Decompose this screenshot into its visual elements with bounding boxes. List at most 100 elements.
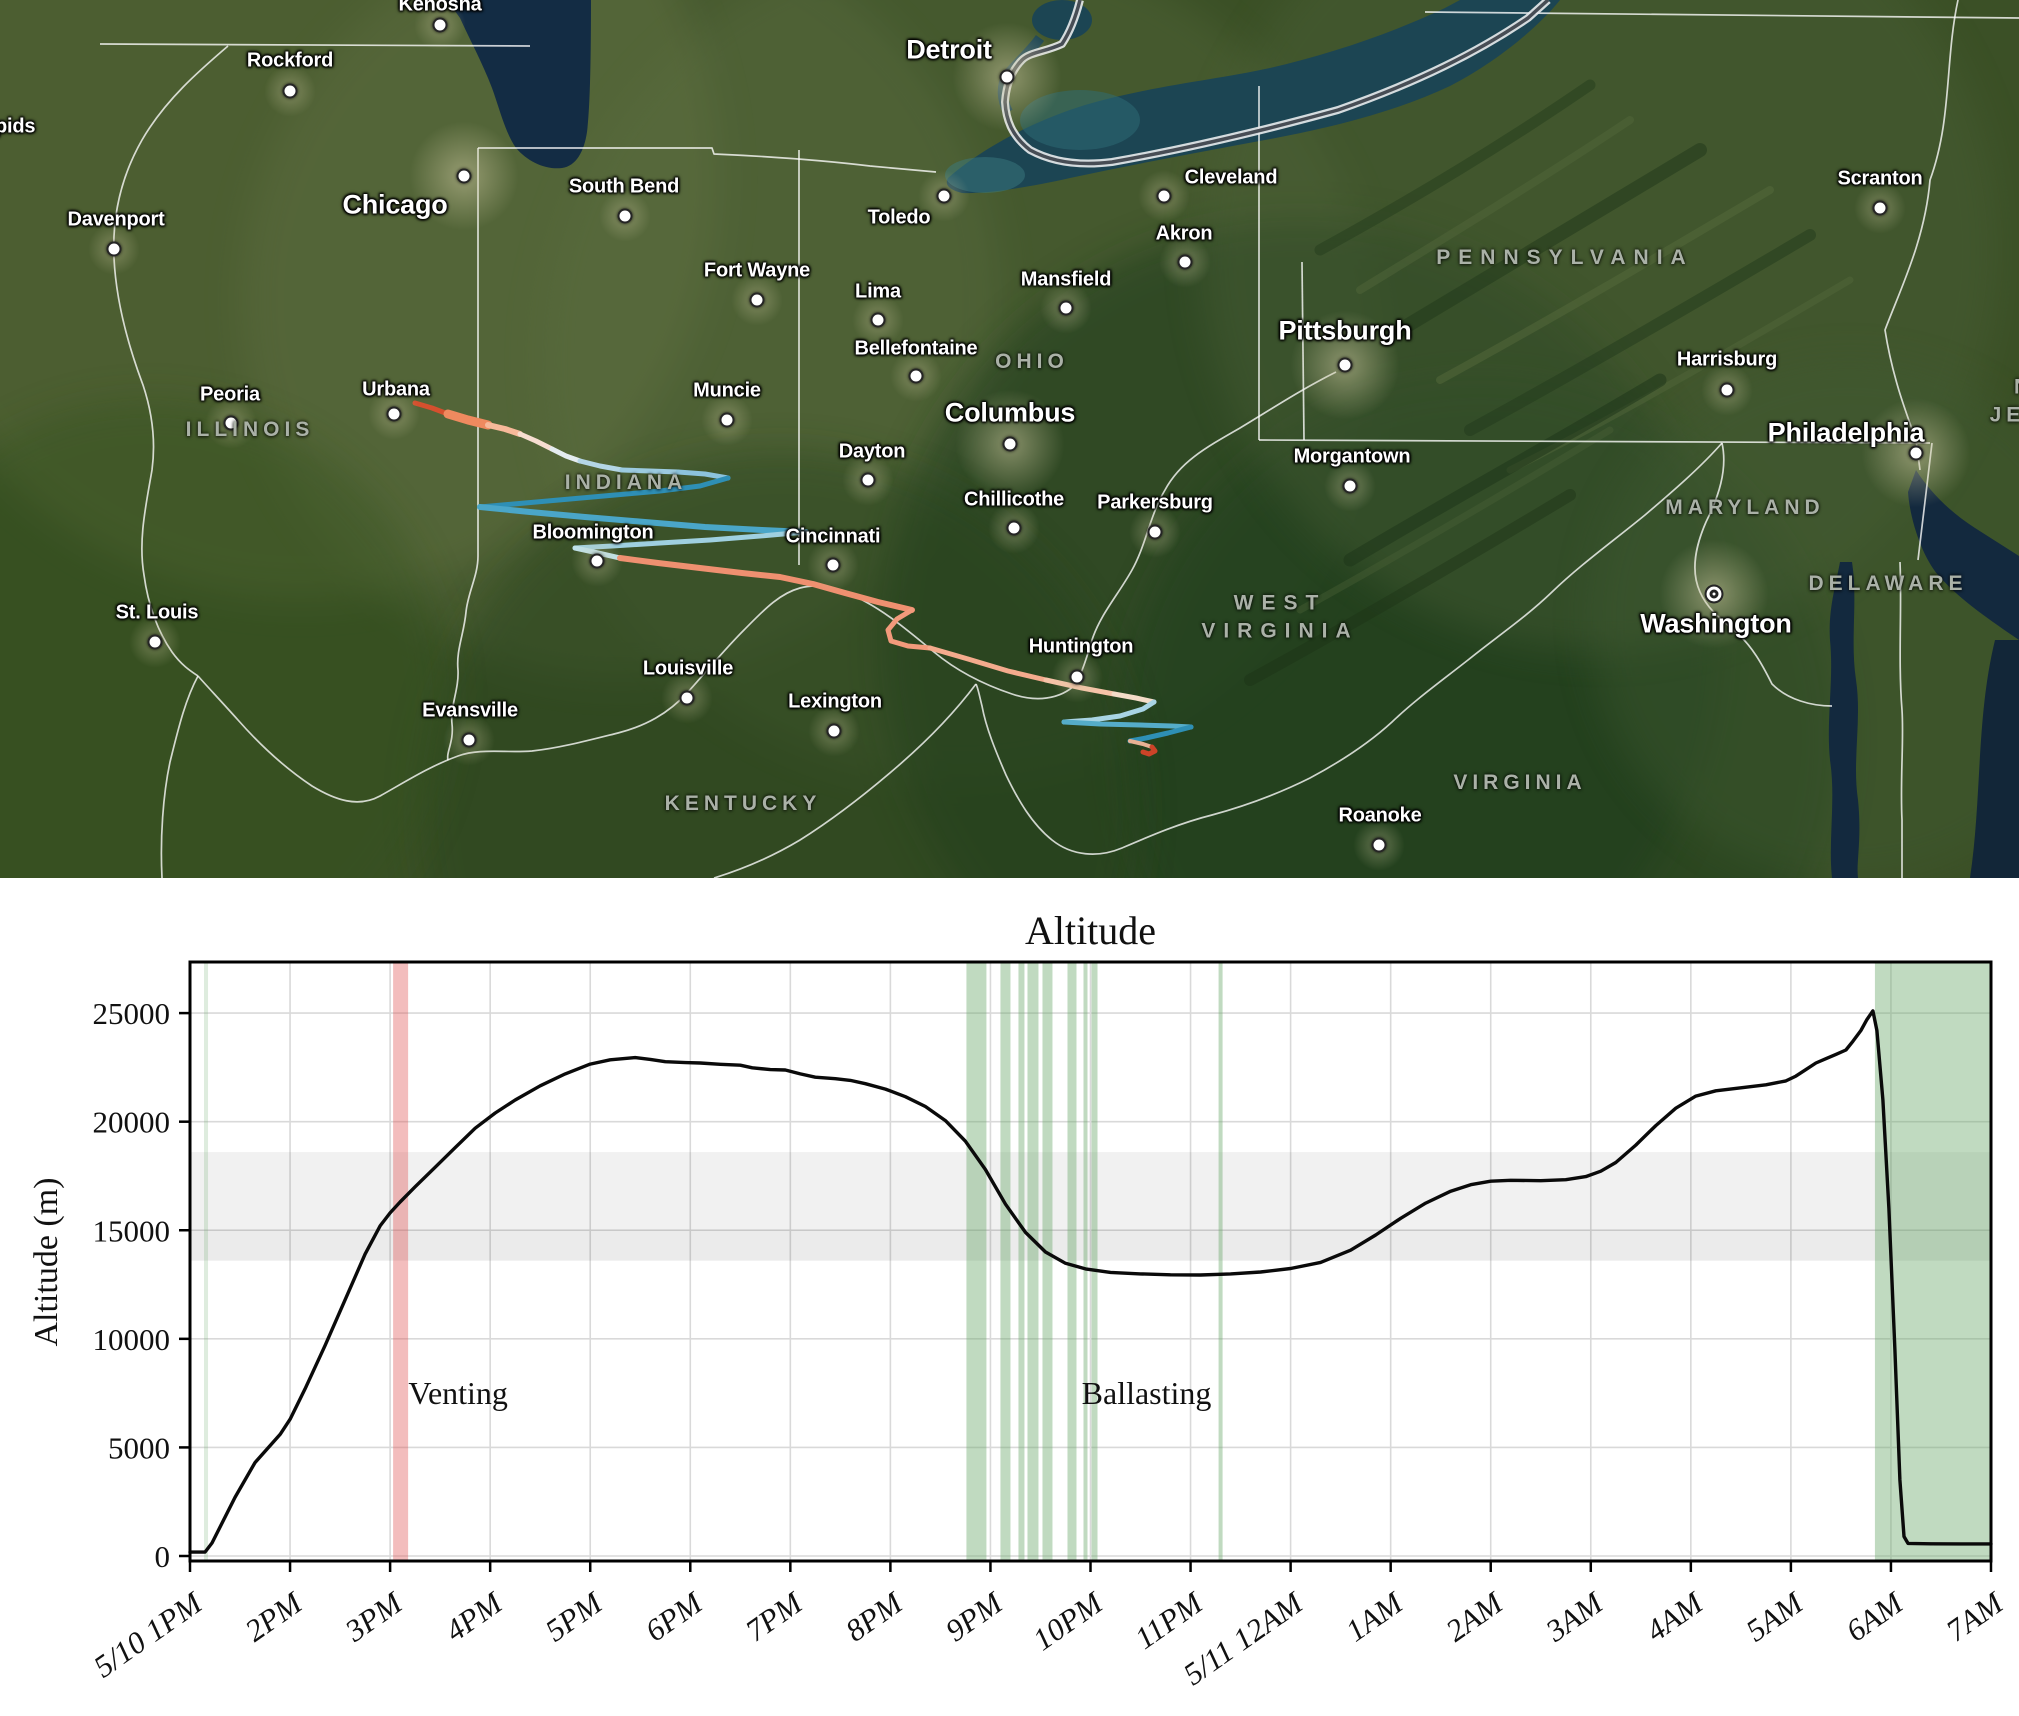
city-label: Mansfield: [1020, 268, 1112, 291]
x-tick-label: 8PM: [839, 1584, 910, 1648]
city-label: Kenosha: [398, 0, 482, 16]
city-label: Detroit: [906, 34, 992, 65]
city-label: Harrisburg: [1676, 348, 1778, 371]
city-marker[interactable]: [282, 83, 298, 99]
city-marker[interactable]: [1058, 300, 1074, 316]
flight-track-segment: [572, 545, 623, 561]
x-tick-label: 1AM: [1339, 1584, 1410, 1648]
chart-title: Altitude: [1025, 908, 1156, 953]
city-label: Urbana: [362, 378, 430, 401]
appalachian-ridges: [1244, 79, 1854, 686]
flight-track-segment: [885, 607, 933, 651]
city-label: Chicago: [342, 189, 448, 220]
ballasting-band: [1091, 962, 1098, 1561]
flight-track-segment: [1111, 691, 1157, 705]
city-marker[interactable]: [1069, 669, 1085, 685]
city-label: Scranton: [1837, 167, 1923, 190]
annotation-ballasting: Ballasting: [1082, 1375, 1212, 1411]
flight-track-segment: [1061, 719, 1194, 730]
city-label: Evansville: [422, 699, 518, 722]
lakes: [447, 0, 2019, 878]
city-marker[interactable]: [106, 241, 122, 257]
atlantic: [1970, 640, 2019, 878]
city-marker[interactable]: [1342, 478, 1358, 494]
city-marker[interactable]: [1719, 382, 1735, 398]
city-marker[interactable]: [1147, 524, 1163, 540]
y-axis-label: Altitude (m): [28, 1177, 65, 1346]
ballasting-band: [1874, 962, 1991, 1561]
satellite-map[interactable]: Kenosha Rockford Chicago South Bend Davenpor…: [0, 0, 2019, 878]
city-label: Toledo: [867, 206, 931, 229]
city-marker[interactable]: [617, 208, 633, 224]
event-band: [204, 962, 209, 1561]
city-label: Columbus: [944, 397, 1076, 428]
city-marker[interactable]: [1177, 254, 1193, 270]
delaware-bay: [1908, 470, 2019, 640]
city-marker[interactable]: [147, 634, 163, 650]
x-tick-label: 2PM: [239, 1584, 310, 1648]
city-label: Rockford: [246, 49, 334, 72]
city-marker[interactable]: [1337, 357, 1353, 373]
city-label: Parkersburg: [1097, 491, 1213, 514]
flight-track-segment: [675, 469, 731, 481]
lake-michigan: [447, 0, 591, 169]
state-label: DELAWARE: [1808, 571, 1968, 595]
state-label: OHIO: [995, 349, 1069, 373]
ballasting-band: [1018, 962, 1025, 1561]
city-marker[interactable]: [1872, 200, 1888, 216]
lake-st-clair: [1032, 0, 1092, 40]
city-marker[interactable]: [386, 406, 402, 422]
ballasting-band: [1027, 962, 1039, 1561]
city-label: Cedar Rapids: [0, 115, 36, 138]
city-marker[interactable]: [1002, 436, 1018, 452]
city-marker[interactable]: [679, 690, 695, 706]
chesapeake-bay: [1828, 562, 1860, 878]
flight-track: [412, 400, 1194, 757]
city-marker[interactable]: [860, 472, 876, 488]
x-tick-label: 4PM: [439, 1584, 510, 1648]
state-label: INDIANA: [564, 470, 688, 494]
city-marker[interactable]: [1908, 445, 1924, 461]
city-label: Louisville: [642, 657, 734, 680]
city-marker[interactable]: [719, 412, 735, 428]
altitude-chart: 5/10 1PM 2PM 3PM 4PM 5PM 6PM 7PM 8PM 9PM 10PM 11PM…: [28, 908, 2011, 1692]
city-marker[interactable]: [936, 188, 952, 204]
city-marker[interactable]: [589, 553, 605, 569]
city-marker[interactable]: [1371, 837, 1387, 853]
city-marker[interactable]: [908, 368, 924, 384]
ballasting-band: [1000, 962, 1011, 1561]
flight-track-segment: [443, 409, 493, 430]
city-marker[interactable]: [826, 723, 842, 739]
y-tick-label: 20000: [93, 1105, 171, 1140]
city-marker[interactable]: [1156, 188, 1172, 204]
city-label: Morgantown: [1293, 445, 1411, 468]
city-marker[interactable]: [461, 732, 477, 748]
city-marker[interactable]: [1006, 520, 1022, 536]
city-marker[interactable]: [432, 17, 448, 33]
flight-track-segment: [572, 529, 809, 551]
flight-track-segment: [412, 400, 451, 417]
city-label: South Bend: [568, 175, 680, 198]
flight-track-segment: [477, 504, 809, 535]
city-marker[interactable]: [999, 69, 1015, 85]
annotation-venting: Venting: [408, 1375, 508, 1411]
city-marker[interactable]: [825, 557, 841, 573]
flight-track-segment: [549, 446, 583, 464]
state-label: WEST VIRGINIA: [1201, 591, 1359, 643]
city-marker[interactable]: [749, 292, 765, 308]
city-label: Bellefontaine: [854, 337, 978, 360]
city-label: Roanoke: [1338, 804, 1422, 827]
flight-track-segment: [517, 431, 555, 452]
city-marker[interactable]: [223, 415, 239, 431]
flight-track-segment: [1127, 724, 1194, 744]
x-tick-label: 7AM: [1940, 1584, 2011, 1648]
city-marker[interactable]: [1704, 584, 1724, 604]
city-label: Cincinnati: [785, 525, 881, 548]
city-marker[interactable]: [870, 312, 886, 328]
ballasting-band: [1083, 962, 1088, 1561]
x-tick-label: 2AM: [1439, 1584, 1510, 1648]
state-label: VIRGINIA: [1453, 770, 1587, 794]
y-tick-label: 5000: [108, 1430, 170, 1465]
city-marker[interactable]: [456, 168, 472, 184]
city-label: Washington: [1640, 608, 1792, 639]
